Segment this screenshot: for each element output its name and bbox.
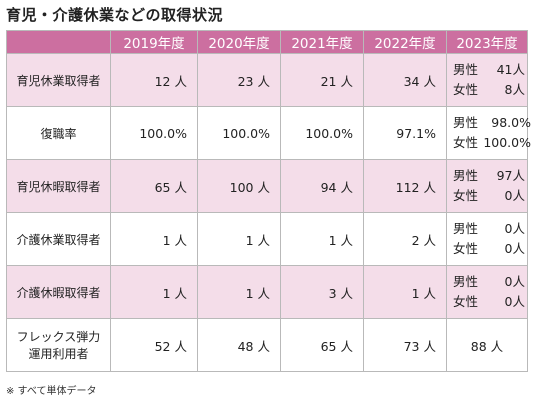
male-label: 男性 [453,62,479,77]
female-label: 女性 [453,135,479,150]
male-label: 男性 [453,274,479,289]
female-label: 女性 [453,241,479,256]
cell-2019: 65 人 [110,159,198,213]
cell-2022: 112 人 [363,159,447,213]
cell-2022: 34 人 [363,53,447,107]
row-label: 復職率 [6,106,111,160]
female-value: 0人 [504,188,525,203]
male-value: 0人 [504,274,525,289]
cell-2020: 1 人 [197,212,281,266]
row-label-line1: フレックス弾力 [16,330,101,344]
cell-2019: 1 人 [110,265,198,319]
table-row: 介護休業取得者 1 人 1 人 1 人 2 人 男性 0人 女性 0人 [6,212,528,266]
row-label: 介護休暇取得者 [6,265,111,319]
female-value: 0人 [504,294,525,309]
male-value: 98.0% [491,115,531,130]
cell-2021: 65 人 [280,318,364,372]
cell-2022: 1 人 [363,265,447,319]
row-label: 介護休業取得者 [6,212,111,266]
table-row: 介護休暇取得者 1 人 1 人 3 人 1 人 男性 0人 女性 0人 [6,265,528,319]
cell-2021: 1 人 [280,212,364,266]
male-value: 41人 [496,62,525,77]
page-title: 育児・介護休業などの取得状況 [6,6,224,24]
cell-2019: 100.0% [110,106,198,160]
header-2023: 2023年度 [446,30,528,54]
header-2020: 2020年度 [197,30,281,54]
male-label: 男性 [453,221,479,236]
header-2019: 2019年度 [110,30,198,54]
female-value: 8人 [504,82,525,97]
cell-2020: 100.0% [197,106,281,160]
table-header-row: 2019年度 2020年度 2021年度 2022年度 2023年度 [6,30,528,54]
male-label: 男性 [453,168,479,183]
cell-2023: 88 人 [446,318,528,372]
cell-2023: 男性 41人 女性 8人 [446,53,528,107]
cell-2023: 男性 98.0% 女性 100.0% [446,106,531,160]
male-value: 97人 [496,168,525,183]
cell-2020: 100 人 [197,159,281,213]
cell-2019: 12 人 [110,53,198,107]
female-label: 女性 [453,188,479,203]
row-label: 育児休業取得者 [6,53,111,107]
cell-2020: 23 人 [197,53,281,107]
cell-2020: 1 人 [197,265,281,319]
cell-2021: 100.0% [280,106,364,160]
table-row: 育児休暇取得者 65 人 100 人 94 人 112 人 男性 97人 女性 0人 [6,159,528,213]
male-label: 男性 [453,115,479,130]
cell-2020: 48 人 [197,318,281,372]
header-corner [6,30,111,54]
cell-2022: 97.1% [363,106,447,160]
row-label-line2: 運用利用者 [28,347,89,361]
footnote: ※ すべて単体データ [6,386,97,397]
cell-2022: 73 人 [363,318,447,372]
table-row: 復職率 100.0% 100.0% 100.0% 97.1% 男性 98.0% 女… [6,106,531,160]
header-2021: 2021年度 [280,30,364,54]
table-row: 育児休業取得者 12 人 23 人 21 人 34 人 男性 41人 女性 8人 [6,53,528,107]
cell-2022: 2 人 [363,212,447,266]
cell-2021: 21 人 [280,53,364,107]
cell-2023: 男性 97人 女性 0人 [446,159,528,213]
cell-2019: 52 人 [110,318,198,372]
cell-2023: 男性 0人 女性 0人 [446,265,528,319]
female-label: 女性 [453,82,479,97]
cell-2021: 94 人 [280,159,364,213]
female-label: 女性 [453,294,479,309]
female-value: 0人 [504,241,525,256]
header-2022: 2022年度 [363,30,447,54]
female-value: 100.0% [483,135,531,150]
male-value: 0人 [504,221,525,236]
row-label: 育児休暇取得者 [6,159,111,213]
leave-status-table: 2019年度 2020年度 2021年度 2022年度 2023年度 育児休業取… [6,30,531,372]
cell-2023: 男性 0人 女性 0人 [446,212,528,266]
row-label: フレックス弾力 運用利用者 [6,318,111,372]
cell-2019: 1 人 [110,212,198,266]
table-row: フレックス弾力 運用利用者 52 人 48 人 65 人 73 人 88 人 [6,318,528,372]
cell-2021: 3 人 [280,265,364,319]
